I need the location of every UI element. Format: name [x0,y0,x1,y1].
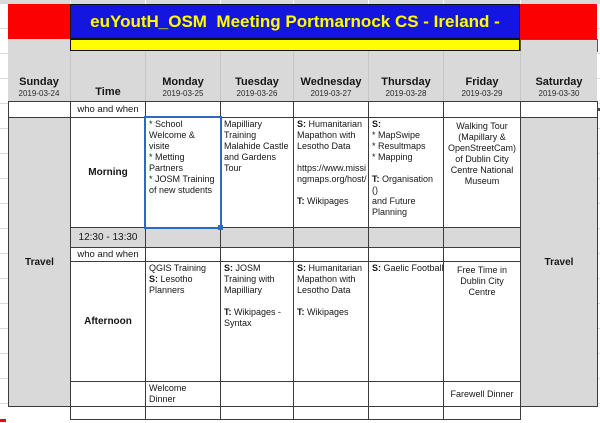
header-wednesday[interactable]: Wednesday 2019-03-27 [293,51,368,101]
cell-wednesday-dinner[interactable] [293,381,369,407]
header-friday[interactable]: Friday 2019-03-29 [443,51,520,101]
cell-saturday-who1[interactable] [520,101,598,118]
cell-wednesday-who2[interactable] [293,247,369,262]
day-label: Monday [162,76,204,88]
cell-monday-lunch[interactable] [145,227,221,248]
cell-thursday-lunch[interactable] [368,227,444,248]
cell-time-bottom[interactable] [70,406,146,420]
cell-tuesday-lunch[interactable] [220,227,294,248]
cell-thursday-dinner[interactable] [368,381,444,407]
cell-monday-morning[interactable]: * School Welcome & visite * Metting Partner… [145,117,221,228]
right-sheet-gridlines [597,4,600,423]
cell-friday-afternoon[interactable]: Free Time in Dublin City Centre [443,261,521,382]
top-cut-row [0,0,600,4]
cell-tuesday-dinner[interactable] [220,381,294,407]
bottom-left-red-mark [0,419,6,422]
cell-time-dinner[interactable] [70,381,146,407]
date-label: 2019-03-26 [236,89,278,98]
cell-time-afternoon[interactable]: Afternoon [70,261,146,382]
cell-time-lunch[interactable]: 12:30 - 13:30 [70,227,146,248]
cell-friday-dinner[interactable]: Farewell Dinner [443,381,521,407]
top-row-tick [70,0,71,4]
header-tuesday[interactable]: Tuesday 2019-03-26 [220,51,293,101]
header-sunday[interactable]: Sunday 2019-03-24 [8,51,70,101]
cell-monday-bottom[interactable] [145,406,221,420]
day-label: Friday [465,76,499,88]
cell-wednesday-lunch[interactable] [293,227,369,248]
cell-time-morning[interactable]: Morning [70,117,146,228]
cell-time-who1[interactable]: who and when [70,101,146,118]
cell-friday-who2[interactable] [443,247,521,262]
yellow-band[interactable] [70,39,520,51]
cell-thursday-who2[interactable] [368,247,444,262]
date-label: 2019-03-24 [18,89,60,98]
header-thursday[interactable]: Thursday 2019-03-28 [368,51,443,101]
cell-thursday-afternoon[interactable]: S: Gaelic Football [368,261,444,382]
cell-tuesday-who2[interactable] [220,247,294,262]
cell-friday-lunch[interactable] [443,227,521,248]
top-row-tick [145,0,146,4]
title-red-cell-left[interactable] [8,4,70,39]
left-sheet-gridlines [0,4,8,423]
day-label: Wednesday [300,76,362,88]
cell-monday-dinner[interactable]: Welcome Dinner [145,381,221,407]
cell-friday-bottom[interactable] [443,406,521,420]
cell-sunday-who1[interactable] [8,101,71,118]
clipped-text-fragment [597,108,600,111]
day-label: Thursday [381,76,431,88]
day-label: Sunday [19,76,59,88]
cell-friday-morning[interactable]: Walking Tour (Mapillary & OpenStreetCam) of… [443,117,521,228]
date-label: 2019-03-25 [162,89,204,98]
day-label: Time [95,86,121,98]
header-saturday[interactable]: Saturday 2019-03-30 [520,51,597,101]
cell-thursday-bottom[interactable] [368,406,444,420]
date-label: 2019-03-29 [461,89,503,98]
day-label: Tuesday [235,76,279,88]
top-row-tick [520,0,521,4]
cell-thursday-morning[interactable]: S: * MapSwipe * Resultmaps * Mapping T: Orga… [368,117,444,228]
cell-sunday-travel[interactable]: Travel [8,117,71,407]
cell-monday-who1[interactable] [145,101,221,118]
cell-tuesday-morning[interactable]: Mapilliary Training Malahide Castle and Gar… [220,117,294,228]
cell-wednesday-bottom[interactable] [293,406,369,420]
date-label: 2019-03-27 [310,89,352,98]
cell-wednesday-morning[interactable]: S: Humanitarian Mapathon with Lesotho Data… [293,117,369,228]
day-label: Saturday [535,76,583,88]
cell-wednesday-afternoon[interactable]: S: Humanitarian Mapathon with Lesotho Data… [293,261,369,382]
cell-tuesday-afternoon[interactable]: S: JOSM Training with Mapilliary T: Wikipag… [220,261,294,382]
top-row-tick [443,0,444,4]
top-row-tick [368,0,369,4]
yellow-row-left-cell[interactable] [8,39,70,51]
cell-time-who2[interactable]: who and when [70,247,146,262]
title-red-cell-right[interactable] [520,4,597,39]
date-label: 2019-03-30 [538,89,580,98]
cell-monday-afternoon[interactable]: QGIS Training S: Lesotho Planners [145,261,221,382]
cell-tuesday-who1[interactable] [220,101,294,118]
cell-thursday-who1[interactable] [368,101,444,118]
top-row-tick [220,0,221,4]
header-monday[interactable]: Monday 2019-03-25 [145,51,220,101]
cell-saturday-travel[interactable]: Travel [520,117,598,407]
meeting-title[interactable]: euYoutH_OSM Meeting Portmarnock CS - Ire… [70,4,520,39]
header-time[interactable]: Time [70,51,145,101]
cell-wednesday-who1[interactable] [293,101,369,118]
top-row-tick [293,0,294,4]
date-label: 2019-03-28 [385,89,427,98]
cell-tuesday-bottom[interactable] [220,406,294,420]
cell-monday-who2[interactable] [145,247,221,262]
cell-friday-who1[interactable] [443,101,521,118]
